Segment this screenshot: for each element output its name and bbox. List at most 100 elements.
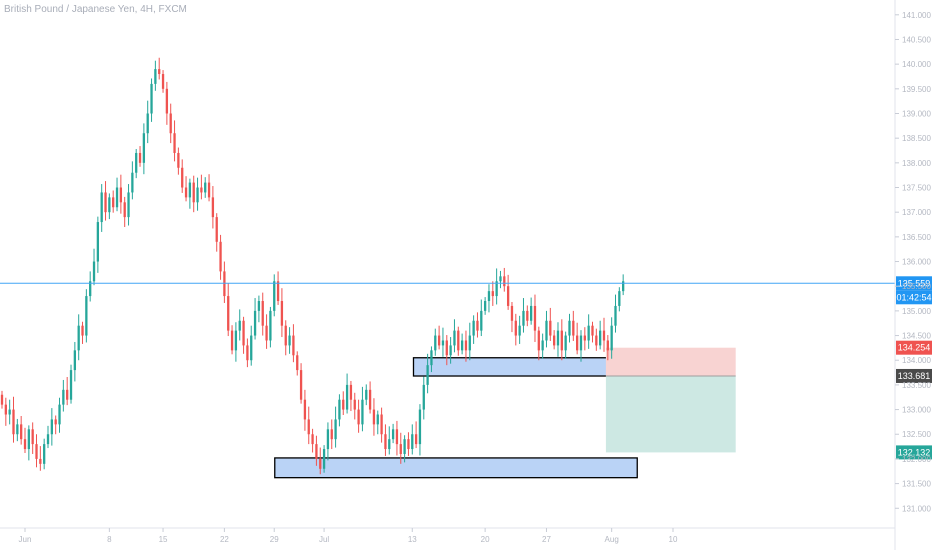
candle-body — [177, 152, 180, 168]
x-tick-label: Jul — [319, 535, 329, 544]
candle-body — [414, 434, 418, 445]
y-tick-label: 135.500 — [902, 282, 931, 291]
candle-body — [445, 340, 448, 356]
candle-body — [330, 429, 333, 440]
candle-body — [579, 335, 583, 351]
candle-body — [43, 444, 46, 464]
candle-body — [276, 281, 280, 302]
candle-body — [384, 434, 387, 450]
candle-body — [161, 74, 165, 89]
candle-body — [115, 187, 119, 208]
candle-body — [211, 197, 215, 218]
candle-body — [395, 429, 399, 445]
candle-body — [311, 434, 314, 445]
y-tick-label: 131.500 — [902, 480, 931, 489]
candle-body — [307, 419, 310, 435]
candle-body — [31, 429, 34, 445]
candle-body — [349, 384, 353, 400]
candle-body — [207, 182, 211, 198]
candle-body — [449, 345, 452, 356]
candle-body — [20, 424, 23, 440]
y-tick-label: 138.000 — [902, 159, 931, 168]
x-tick-label: 22 — [220, 535, 229, 544]
candle-body — [280, 301, 284, 326]
candle-body — [510, 305, 514, 321]
candle-body — [219, 241, 222, 272]
candle-body — [8, 409, 11, 415]
candle-body — [468, 335, 471, 351]
candle-body — [583, 335, 586, 341]
candle-body — [338, 399, 341, 420]
candle-body — [288, 335, 291, 346]
candle-body — [526, 310, 529, 321]
candle-body — [614, 305, 617, 326]
candle-body — [599, 330, 602, 346]
candle-body — [0, 394, 4, 405]
candle-body — [487, 291, 491, 302]
candle-body — [334, 419, 337, 440]
candle-body — [299, 370, 303, 400]
candle-body — [96, 222, 100, 262]
candle-body — [522, 310, 525, 326]
candle-body — [292, 335, 295, 356]
candle-body — [108, 197, 111, 213]
candle-body — [188, 182, 192, 198]
candle-body — [104, 192, 107, 213]
candle-body — [472, 320, 475, 336]
candle-body — [204, 182, 207, 193]
candle-body — [66, 389, 69, 400]
candle-body — [380, 414, 383, 435]
candle-body — [154, 69, 157, 84]
candle-body — [173, 133, 176, 153]
position-reward-area[interactable] — [605, 375, 736, 453]
candle-body — [422, 384, 425, 410]
candle-body — [181, 167, 184, 188]
candle-body — [119, 187, 123, 203]
candle-body — [196, 187, 199, 203]
y-tick-label: 138.500 — [902, 134, 931, 143]
candle-body — [372, 409, 376, 425]
candle-body — [430, 350, 433, 366]
candle-body — [46, 434, 50, 445]
candle-body — [368, 389, 372, 410]
demand-zone-rect[interactable] — [274, 457, 638, 479]
candle-body — [460, 340, 464, 351]
candle-body — [73, 350, 77, 371]
candle-body — [50, 419, 53, 435]
candle-body — [23, 439, 27, 450]
candle-body — [77, 325, 80, 351]
position-risk-area[interactable] — [605, 347, 736, 376]
countdown-badge — [896, 290, 932, 305]
candle-body — [399, 444, 402, 454]
candle-body — [541, 340, 544, 351]
candle-body — [552, 335, 556, 346]
y-tick-label: 136.000 — [902, 258, 931, 267]
x-tick-label: 20 — [481, 535, 490, 544]
candle-body — [476, 320, 479, 331]
candle-body — [69, 370, 73, 400]
candle-body — [342, 399, 345, 410]
candle-body — [549, 320, 552, 336]
candle-body — [269, 310, 272, 341]
candle-body — [4, 404, 7, 415]
y-tick-label: 134.000 — [902, 356, 931, 365]
candle-body — [322, 449, 326, 469]
candle-body — [568, 320, 571, 336]
candle-body — [192, 182, 195, 203]
candle-body — [27, 429, 30, 450]
candle-body — [315, 444, 318, 459]
candle-body — [215, 217, 218, 242]
candle-body — [92, 261, 96, 282]
y-tick-label: 137.500 — [902, 184, 931, 193]
candle-body — [618, 291, 621, 306]
candle-body — [365, 389, 368, 400]
y-tick-label: 139.500 — [902, 85, 931, 94]
candle-body — [39, 458, 42, 464]
candle-body — [246, 345, 249, 361]
candle-body — [491, 291, 494, 297]
candle-body — [483, 301, 487, 311]
candle-body — [261, 301, 264, 326]
candle-body — [250, 335, 253, 361]
